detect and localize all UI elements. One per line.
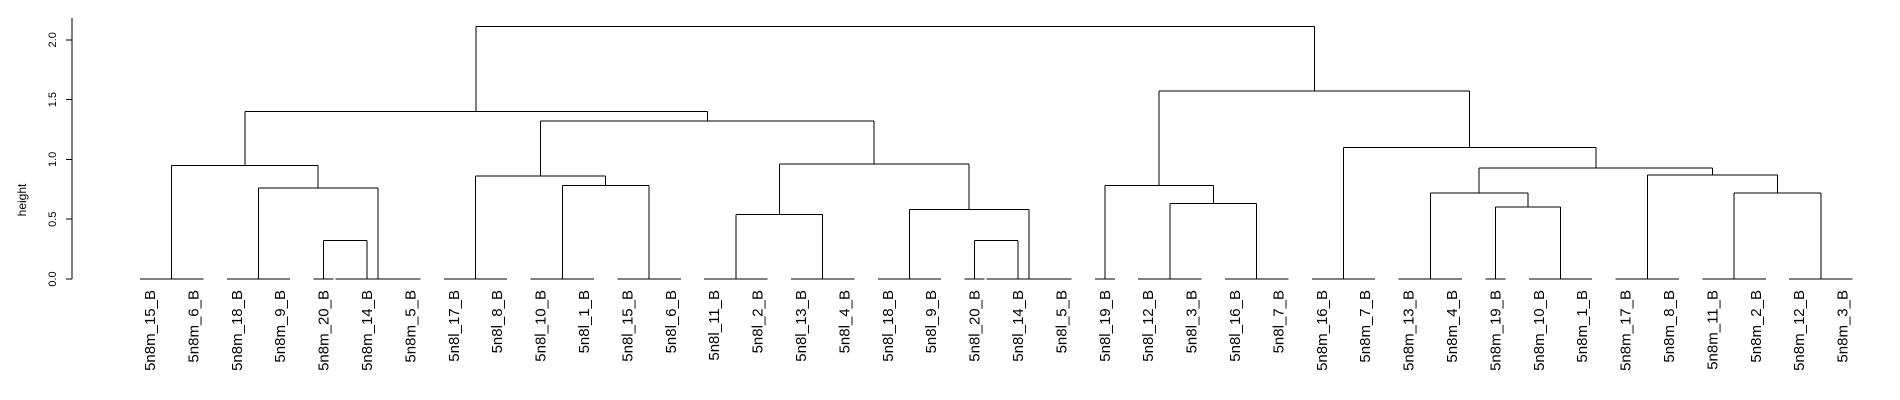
leaf-label: 5n8m_1_B <box>1574 290 1591 363</box>
leaf-label: 5n8m_8_B <box>1661 290 1678 363</box>
leaf-label: 5n8m_17_B <box>1618 290 1635 371</box>
leaf-label: 5n8l_10_B <box>533 290 550 362</box>
y-axis-title: height <box>15 183 29 216</box>
leaf-label: 5n8l_13_B <box>793 290 810 362</box>
leaf-label: 5n8l_11_B <box>706 290 723 361</box>
leaf-label: 5n8m_14_B <box>359 290 376 371</box>
leaf-label: 5n8m_18_B <box>229 290 246 371</box>
y-tick-label: 1.5 <box>47 92 59 107</box>
leaf-label: 5n8m_19_B <box>1487 290 1504 371</box>
y-tick-label: 2.0 <box>47 32 59 47</box>
leaf-label: 5n8l_3_B <box>1184 290 1201 353</box>
y-tick-label: 1.0 <box>47 152 59 167</box>
leaf-label: 5n8l_5_B <box>1053 290 1070 353</box>
leaf-label: 5n8m_3_B <box>1835 290 1852 363</box>
leaf-label: 5n8l_16_B <box>1227 290 1244 362</box>
leaf-label: 5n8m_15_B <box>142 290 159 371</box>
leaf-label: 5n8m_9_B <box>272 290 289 363</box>
leaf-label: 5n8l_19_B <box>1097 290 1114 362</box>
leaf-label: 5n8m_2_B <box>1748 290 1765 363</box>
leaf-label: 5n8l_1_B <box>576 290 593 353</box>
leaf-label: 5n8l_15_B <box>619 290 636 362</box>
leaf-label: 5n8m_11_B <box>1704 290 1721 370</box>
leaf-label: 5n8l_20_B <box>967 290 984 362</box>
leaf-label: 5n8m_4_B <box>1444 290 1461 363</box>
leaf-label: 5n8l_8_B <box>489 290 506 353</box>
leaf-label: 5n8l_12_B <box>1140 290 1157 362</box>
leaf-label: 5n8m_13_B <box>1401 290 1418 371</box>
leaf-label: 5n8l_7_B <box>1270 290 1287 353</box>
leaf-label: 5n8l_6_B <box>663 290 680 353</box>
leaf-label: 5n8l_2_B <box>750 290 767 353</box>
leaf-label: 5n8m_20_B <box>316 290 333 371</box>
y-axis: 0.0 0.5 1.0 1.5 2.0 <box>47 17 73 287</box>
leaf-label: 5n8m_16_B <box>1314 290 1331 371</box>
leaf-label: 5n8l_14_B <box>1010 290 1027 362</box>
leaf-label: 5n8m_10_B <box>1531 290 1548 371</box>
leaf-label: 5n8l_17_B <box>446 290 463 362</box>
leaf-label: 5n8m_12_B <box>1791 290 1808 371</box>
leaf-label: 5n8m_5_B <box>402 290 419 363</box>
leaf-label: 5n8m_6_B <box>185 290 202 363</box>
leaf-label: 5n8l_4_B <box>836 290 853 353</box>
dendrogram-branches <box>140 26 1853 280</box>
y-tick-label: 0.5 <box>47 212 59 227</box>
leaf-label: 5n8l_9_B <box>923 290 940 353</box>
leaf-label: 5n8l_18_B <box>880 290 897 362</box>
y-tick-label: 0.0 <box>47 271 59 286</box>
leaf-label: 5n8m_7_B <box>1357 290 1374 363</box>
leaf-labels: 5n8m_15_B 5n8m_6_B 5n8m_18_B 5n8m_9_B 5n8m_2… <box>142 290 1852 371</box>
